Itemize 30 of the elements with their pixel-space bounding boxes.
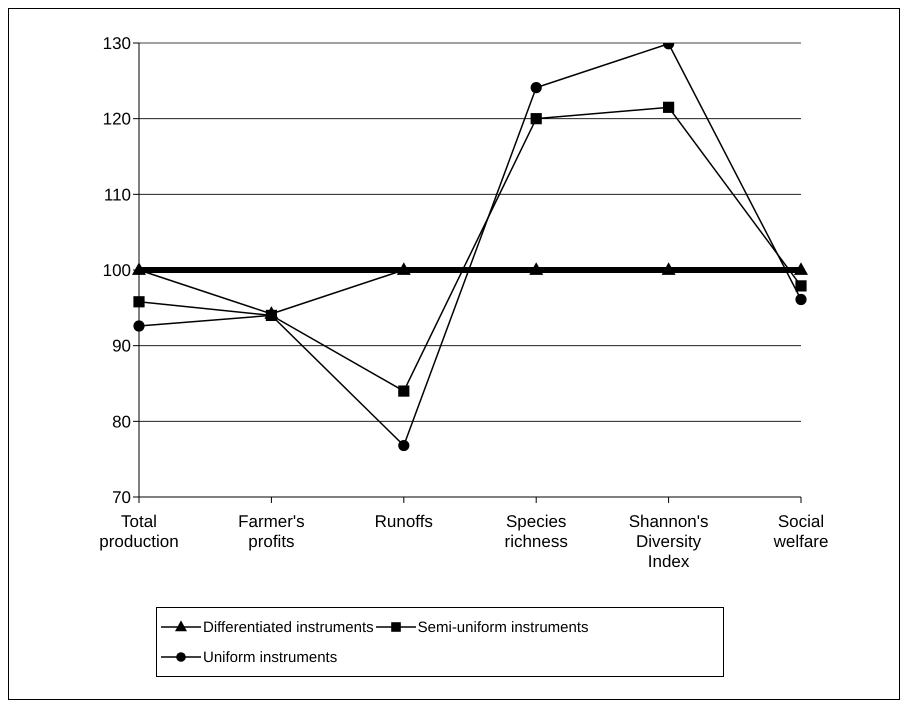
x-tick-label: Shannon's Diversity Index (628, 512, 709, 571)
x-tick-label: Farmer's profits (238, 512, 305, 551)
x-tick-label: Species richness (504, 512, 568, 551)
point (398, 385, 410, 397)
point (795, 280, 807, 292)
y-tick-label: 90 (112, 336, 131, 356)
point (794, 262, 808, 275)
point (530, 82, 542, 94)
point (530, 113, 542, 124)
y-tick-label: 70 (112, 488, 131, 508)
x-tick-label: Total production (99, 512, 179, 551)
point (133, 320, 145, 332)
point (396, 262, 411, 275)
point (662, 262, 676, 275)
legend-label: Differentiated instruments (203, 618, 374, 636)
y-tick-label: 100 (102, 261, 131, 280)
point (133, 296, 145, 308)
legend-label: Semi-uniform instruments (418, 618, 589, 636)
point (398, 440, 410, 452)
point (795, 294, 807, 306)
y-tick-label: 80 (112, 412, 131, 432)
x-tick-label: Social welfare (772, 512, 828, 551)
y-tick-label: 110 (104, 185, 131, 204)
y-tick-label: 120 (102, 110, 131, 129)
y-tick-label: 130 (102, 34, 131, 54)
point (132, 262, 146, 275)
legend-label: Uniform instruments (203, 648, 338, 666)
point (529, 262, 544, 275)
point (663, 102, 674, 113)
x-tick-label: Runoffs (374, 512, 433, 531)
